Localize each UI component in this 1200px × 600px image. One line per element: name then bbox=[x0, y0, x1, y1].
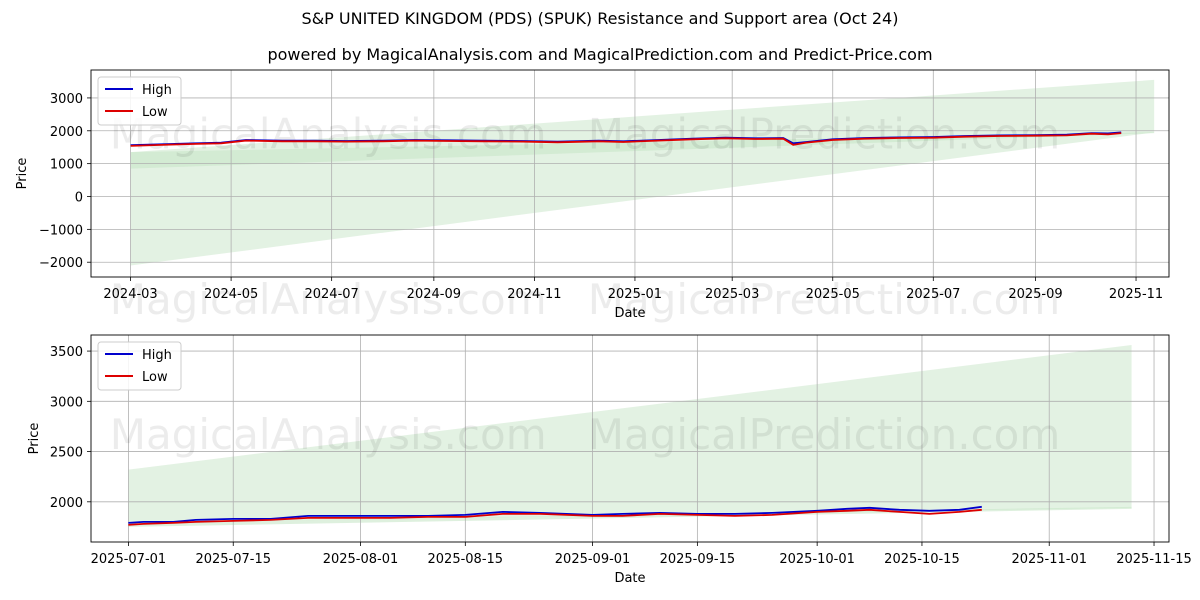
chart-panel-2: 2025-07-01 2025-07-15 2025-08-01 2025-08-15… bbox=[27, 334, 1192, 586]
y-tick-label: −1000 bbox=[39, 223, 83, 238]
watermark: MagicalAnalysis.com bbox=[110, 110, 547, 159]
x-tick-label: 2025-11-15 bbox=[1116, 552, 1192, 567]
x-tick-label: 2025-07-15 bbox=[195, 552, 271, 567]
resistance-support-band bbox=[130, 79, 1155, 266]
x-axis-label: Date bbox=[614, 571, 645, 586]
x-tick-label: 2025-08-15 bbox=[428, 552, 504, 567]
x-tick-label: 2025-07-01 bbox=[91, 552, 167, 567]
legend: High Low bbox=[97, 341, 182, 391]
resistance-support-band bbox=[128, 506, 1132, 527]
chart-subtitle: powered by MagicalAnalysis.com and Magic… bbox=[267, 45, 933, 64]
x-tick-label: 2024-09 bbox=[407, 287, 461, 302]
chart-panel-1: 2024-03 2024-05 2024-07 2024-09 2024-11 2025-… bbox=[15, 69, 1170, 324]
y-tick-label: −2000 bbox=[39, 256, 83, 271]
x-tick-label: 2025-09-15 bbox=[660, 552, 736, 567]
x-tick-label: 2025-09-01 bbox=[555, 552, 631, 567]
y-axis-label: Price bbox=[27, 423, 42, 455]
watermark: MagicalAnalysis.com bbox=[110, 275, 547, 324]
x-tick-label: 2025-11-01 bbox=[1011, 552, 1087, 567]
y-tick-label: 2000 bbox=[50, 125, 83, 140]
legend-label-low: Low bbox=[142, 370, 168, 385]
watermark: MagicalPrediction.com bbox=[588, 410, 1061, 459]
x-tick-label: 2025-10-01 bbox=[779, 552, 855, 567]
legend-label-high: High bbox=[142, 83, 172, 98]
legend-label-low: Low bbox=[142, 105, 168, 120]
y-tick-label: 3000 bbox=[50, 92, 83, 107]
x-tick-label: 2024-07 bbox=[304, 287, 358, 302]
x-tick-label: 2025-09 bbox=[1008, 287, 1062, 302]
legend: High Low bbox=[97, 76, 182, 126]
series-line-low bbox=[128, 508, 982, 526]
y-axis-label: Price bbox=[15, 158, 30, 190]
x-tick-label: 2024-05 bbox=[204, 287, 258, 302]
resistance-support-band bbox=[128, 345, 1132, 523]
x-tick-label: 2025-03 bbox=[705, 287, 759, 302]
y-tick-label: 1000 bbox=[50, 158, 83, 173]
x-tick-label: 2025-11 bbox=[1109, 287, 1163, 302]
x-axis-label: Date bbox=[614, 306, 645, 321]
plot-frame bbox=[90, 334, 1170, 543]
x-tick-label: 2025-01 bbox=[608, 287, 662, 302]
chart-title: S&P UNITED KINGDOM (PDS) (SPUK) Resistan… bbox=[301, 9, 899, 28]
watermark: MagicalPrediction.com bbox=[588, 275, 1061, 324]
x-tick-label: 2025-05 bbox=[806, 287, 860, 302]
watermark: MagicalPrediction.com bbox=[588, 110, 1061, 159]
legend-label-high: High bbox=[142, 348, 172, 363]
plot-frame bbox=[90, 69, 1170, 278]
x-tick-label: 2025-08-01 bbox=[323, 552, 399, 567]
x-tick-label: 2025-07 bbox=[906, 287, 960, 302]
series-line-high bbox=[128, 505, 982, 524]
resistance-support-band bbox=[130, 132, 1155, 169]
y-tick-label: 0 bbox=[75, 191, 83, 206]
series-line-low bbox=[130, 132, 1122, 147]
y-tick-label: 2500 bbox=[50, 446, 83, 461]
watermark: MagicalAnalysis.com bbox=[110, 410, 547, 459]
x-tick-label: 2024-11 bbox=[507, 287, 561, 302]
y-tick-label: 3500 bbox=[50, 345, 83, 360]
x-tick-label: 2025-10-15 bbox=[884, 552, 960, 567]
x-tick-label: 2024-03 bbox=[103, 287, 157, 302]
y-tick-label: 3000 bbox=[50, 395, 83, 410]
y-tick-label: 2000 bbox=[50, 496, 83, 511]
